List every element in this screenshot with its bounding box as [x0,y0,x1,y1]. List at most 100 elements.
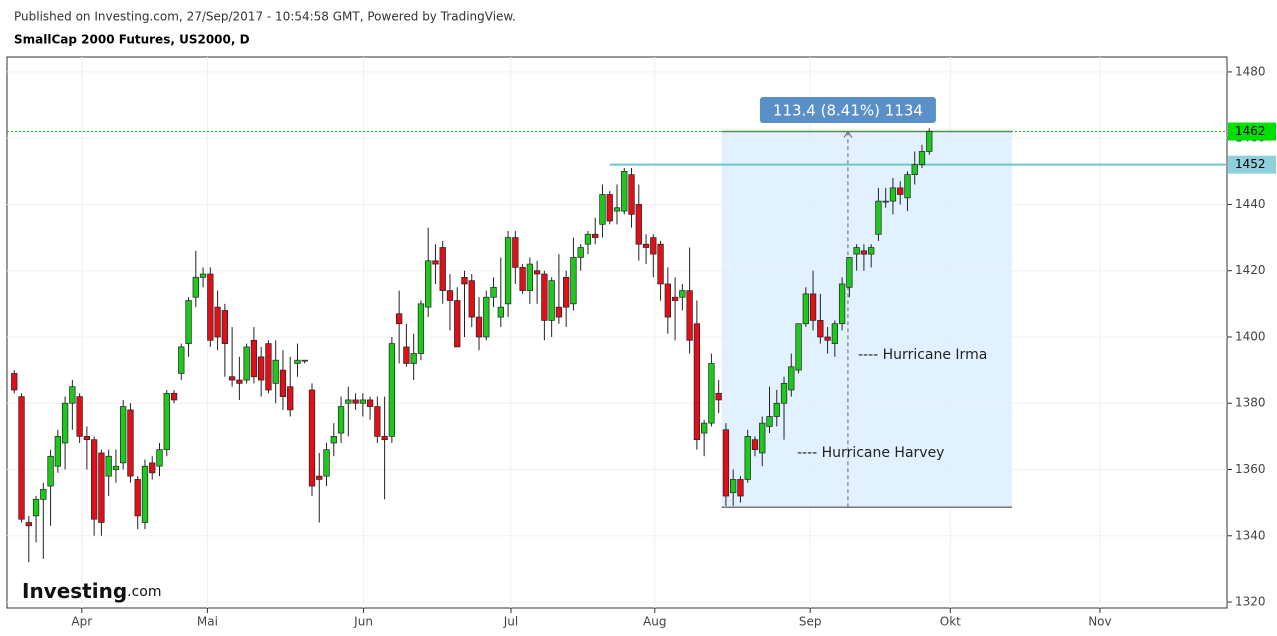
chart-title: SmallCap 2000 Futures, US2000, D [14,33,250,47]
candle-body [817,320,824,338]
candle-body [381,436,388,441]
candle-body [250,339,258,378]
candle-body [766,416,773,427]
candle-body [330,436,337,444]
candle-body [650,237,657,255]
candle-body [163,392,170,450]
candle-body [374,406,381,437]
plot-frame [6,56,1228,609]
candle-body [744,436,751,480]
candle-body [737,479,744,497]
candle-body [584,233,592,245]
candle-body [279,369,287,397]
candle-body [199,273,207,278]
candle-body [599,194,606,225]
candle-body [352,399,359,404]
candle-body [875,200,882,235]
candle-body [722,429,730,497]
candle-body [860,250,868,255]
candle-body [287,386,294,411]
candle-body [18,396,25,520]
candle-body [715,392,722,401]
candle-body [185,300,192,344]
candle-body [635,204,642,245]
candle-body [98,452,105,523]
candle-body [838,283,846,325]
candle-body [846,257,853,288]
candle-body [671,296,679,301]
candle-body [425,260,432,308]
annotation: ---- Hurricane Harvey [797,445,944,461]
y-tick-label: 1380 [1235,396,1266,410]
candle-body [395,313,403,325]
y-tick-label: 1480 [1235,64,1266,78]
candle-body [577,247,584,258]
y-tick-label: 1320 [1235,595,1266,609]
candle-body [432,260,439,265]
candle-body [76,396,83,437]
candle-body [25,522,32,527]
x-tick-label: Apr [71,615,92,629]
candle-body [120,406,127,464]
candle-body [32,498,40,517]
candle-body [301,359,308,362]
candle-body [621,170,628,212]
candle-body [83,436,91,441]
candle-body [112,465,120,470]
candle-body [708,363,715,424]
candle-body [490,286,497,298]
candle-body [918,151,926,166]
candle-body [11,373,18,391]
candle-body [127,409,134,477]
y-tick-label: 1440 [1235,197,1266,211]
measure-range [721,131,1013,508]
candle-body [570,257,577,305]
candle-body [548,280,555,321]
candle-body [592,233,599,238]
candle-body [897,187,904,195]
candle-body [308,389,316,487]
measure-label: 113.4 (8.41%) 1134 [773,102,923,120]
x-tick-label: Aug [643,615,666,629]
candle-body [192,276,199,298]
logo: Investing.com [22,579,162,603]
candle-body [258,356,265,381]
logo-word: Investing [22,579,127,603]
candle-body [483,296,490,338]
candle-body [446,290,454,301]
candle-body [265,343,272,391]
candle-body [628,174,635,215]
candle-body [664,283,671,318]
y-tick-label: 1360 [1235,462,1266,476]
candle-body [606,194,613,222]
candle-body [61,402,69,444]
price-label: 1452 [1235,157,1266,171]
x-tick-label: Sep [799,615,822,629]
candle-body [359,399,366,404]
y-tick-label: 1400 [1235,329,1266,343]
candle-body [272,359,279,384]
candle-body [134,479,141,517]
measure-label-box [759,97,936,123]
candle-body [889,187,897,202]
candle-body [454,300,461,348]
candle-body [461,276,468,285]
candle-body [228,376,236,381]
candle-body [904,174,911,199]
candle-body [69,386,76,404]
candle-body [40,489,47,500]
candle-body [642,243,650,248]
y-tick-label: 1420 [1235,263,1266,277]
candle-body [788,366,795,391]
candle-body [54,436,61,467]
candle-body [693,323,701,441]
candle-body [366,399,374,407]
x-tick-label: Okt [940,615,961,629]
candle-body [686,290,693,341]
candle-body [780,383,788,404]
candle-body [236,379,243,384]
price-label-box [1228,155,1276,174]
candle-body [868,247,875,255]
